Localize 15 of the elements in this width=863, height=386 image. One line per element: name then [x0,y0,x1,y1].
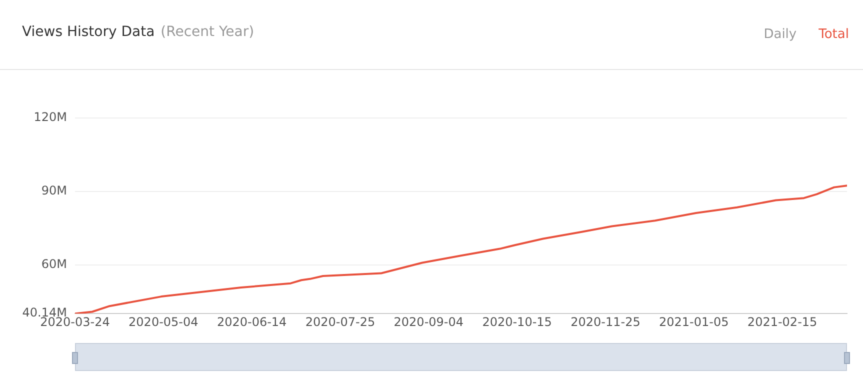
y-tick-label: 120M [34,110,67,124]
text: Daily [764,27,797,42]
x-tick-label: 2021-02-15 [747,314,818,329]
x-tick-label: 2021-01-05 [659,314,729,329]
x-tick-label: 2020-06-14 [216,314,287,329]
x-tick-label: 2020-07-25 [305,314,376,329]
x-tick-label: 2020-11-25 [570,314,640,329]
chart-subtitle: (Recent Year) [160,24,254,40]
y-tick-label: 60M [41,257,67,272]
x-tick-label: 2020-05-04 [128,314,198,329]
y-tick-label: 90M [41,184,67,198]
chart-title: Views History Data [22,24,155,40]
x-tick-label: 2020-09-04 [394,314,464,329]
x-tick-label: 2020-10-15 [482,314,552,329]
text: Total [818,27,849,42]
